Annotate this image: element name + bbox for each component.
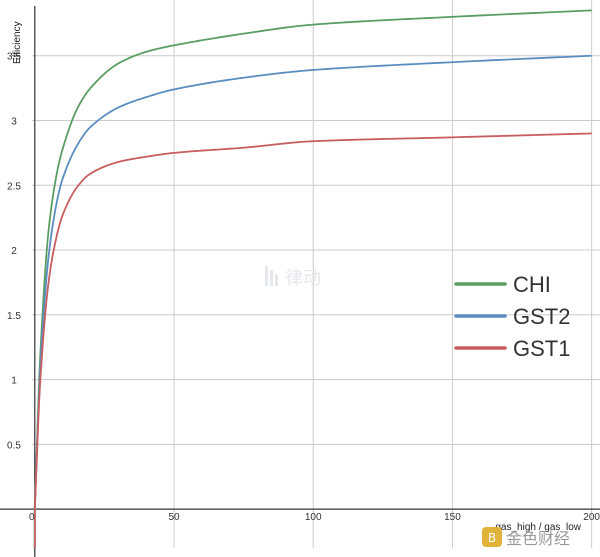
y-tick-label: 3 bbox=[11, 116, 17, 127]
center-watermark-text: 律动 bbox=[285, 268, 321, 288]
legend-label-chi: CHI bbox=[513, 272, 551, 297]
axis-layer bbox=[0, 6, 600, 557]
x-tick-label: 0 bbox=[29, 512, 35, 523]
y-tick-label: 3.5 bbox=[7, 52, 21, 63]
y-tick-label: 1.5 bbox=[7, 311, 21, 322]
tick-label-layer: 0 50 100 150 200 0.5 1 1.5 2 2.5 3 3.5 bbox=[7, 52, 600, 523]
series-layer bbox=[33, 9, 592, 548]
legend: CHI GST2 GST1 bbox=[454, 272, 570, 361]
corner-watermark-text: 金色财经 bbox=[506, 529, 570, 548]
x-tick-label: 150 bbox=[444, 512, 461, 523]
x-tick-label: 100 bbox=[305, 512, 322, 523]
legend-label-gst1: GST1 bbox=[513, 336, 570, 361]
y-tick-label: 1 bbox=[11, 376, 17, 387]
y-tick-label: 2 bbox=[11, 246, 17, 257]
gold-logo-glyph-icon: B bbox=[488, 531, 496, 545]
series-line-gst1 bbox=[33, 132, 592, 548]
y-tick-label: 0.5 bbox=[7, 440, 21, 451]
x-tick-label: 50 bbox=[168, 512, 180, 523]
center-watermark: 律动 bbox=[265, 266, 321, 288]
grid-layer bbox=[32, 0, 600, 548]
x-axis-label: gas_high / gas_low bbox=[495, 522, 581, 533]
legend-label-gst2: GST2 bbox=[513, 304, 570, 329]
series-line-chi bbox=[33, 9, 592, 548]
y-axis-label: Efficiency bbox=[12, 21, 23, 64]
y-tick-label: 2.5 bbox=[7, 181, 21, 192]
corner-watermark: B 金色财经 bbox=[482, 527, 570, 548]
x-tick-label: 200 bbox=[583, 512, 600, 523]
series-line-gst2 bbox=[33, 54, 592, 548]
gold-logo-icon bbox=[482, 527, 502, 547]
